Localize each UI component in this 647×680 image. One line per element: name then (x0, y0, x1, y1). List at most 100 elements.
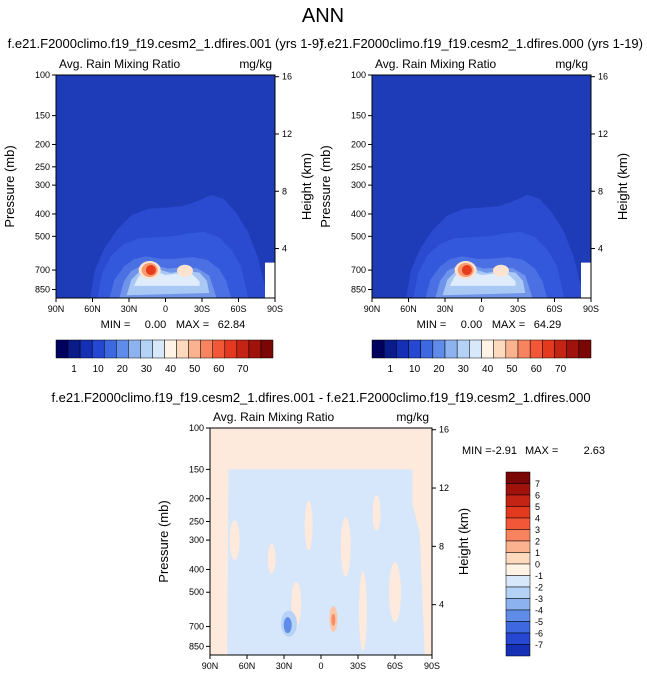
colorbar-swatch (505, 471, 531, 484)
colorbar-swatch (224, 339, 238, 359)
panel-title: f.e21.F2000climo.f19_f19.cesm2_1.dfires.… (8, 36, 324, 51)
colorbar-swatch (408, 339, 421, 359)
colorbar-swatch (176, 339, 189, 359)
contour-30 (176, 264, 193, 277)
x-tick-label: 60S (230, 304, 246, 314)
height-tick-label: 12 (282, 129, 292, 139)
y-tick-label: 850 (351, 285, 366, 295)
colorbar-swatch (505, 598, 531, 611)
x-tick-label: 30N (121, 304, 138, 314)
x-tick-label: 60N (239, 661, 256, 671)
x-tick-label: 30S (194, 304, 210, 314)
colorbar-label: 70 (555, 364, 567, 375)
colorbar-swatch (164, 339, 177, 359)
height-tick-label: 4 (282, 244, 287, 254)
contour-pos-0 (372, 494, 381, 531)
colorbar-label: 30 (141, 364, 153, 375)
colorbar-swatch (396, 339, 409, 359)
max-label: MAX = (525, 445, 558, 457)
contour-neg-0 (227, 469, 425, 655)
y-axis-label: Pressure (mb) (156, 500, 171, 582)
variable-label: Avg. Rain Mixing Ratio (213, 410, 334, 424)
contour-pos-0 (304, 500, 313, 551)
y-axis-label: Pressure (mb) (2, 145, 17, 227)
variable-label: Avg. Rain Mixing Ratio (375, 57, 496, 71)
contour-field (372, 75, 591, 298)
contour-pos-0 (340, 516, 351, 577)
colorbar-label: 60 (531, 364, 543, 375)
height-tick-label: 12 (598, 129, 608, 139)
colorbar-swatch (505, 621, 531, 634)
y-tick-label: 150 (35, 111, 50, 121)
colorbar-swatch (469, 339, 482, 359)
min-value: 0.00 (145, 319, 166, 331)
colorbar-label: 6 (535, 491, 540, 501)
colorbar-swatch (128, 339, 141, 359)
colorbar-label: 7 (535, 479, 540, 489)
colorbar-swatch (383, 339, 397, 359)
colorbar-swatch (55, 339, 69, 359)
colorbar-swatch (505, 586, 531, 599)
x-tick-label: 30N (437, 304, 454, 314)
units-label: mg/kg (555, 57, 588, 71)
contour-60 (145, 265, 156, 276)
height-tick-label: 8 (439, 541, 444, 551)
y-tick-label: 700 (189, 622, 204, 632)
y-tick-label: 200 (351, 139, 366, 149)
colorbar-swatch (79, 339, 93, 359)
colorbar-label: 40 (165, 364, 177, 375)
colorbar-swatch (505, 506, 531, 519)
colorbar-label: 40 (482, 364, 494, 375)
colorbar-label: 10 (409, 364, 421, 375)
y-tick-label: 200 (189, 494, 204, 504)
y-tick-label: 100 (35, 70, 50, 80)
height-tick-label: 16 (598, 72, 608, 82)
y-tick-label: 500 (189, 587, 204, 597)
x-tick-label: 60N (400, 304, 417, 314)
x-tick-label: 90S (583, 304, 599, 314)
colorbar-swatch (432, 339, 446, 359)
colorbar-swatch (91, 339, 105, 359)
min-label: MIN = (462, 445, 492, 457)
colorbar-swatch (505, 529, 531, 542)
colorbar-swatch (505, 494, 531, 507)
panel-title: f.e21.F2000climo.f19_f19.cesm2_1.dfires.… (320, 36, 643, 51)
colorbar-swatch (529, 339, 543, 359)
y-tick-label: 300 (189, 535, 204, 545)
y-tick-label: 250 (189, 516, 204, 526)
y-tick-label: 700 (351, 265, 366, 275)
colorbar-swatch (152, 339, 165, 359)
height-tick-label: 12 (439, 483, 449, 493)
min-label: MIN = (417, 319, 447, 331)
contour-field (56, 75, 275, 298)
colorbar-swatch (481, 339, 494, 359)
colorbar-swatch (505, 540, 531, 553)
y-tick-label: 250 (35, 162, 50, 172)
colorbar-swatch (236, 339, 250, 359)
height-tick-label: 4 (598, 244, 603, 254)
height-tick-label: 16 (282, 72, 292, 82)
colorbar-label: 50 (506, 364, 518, 375)
contour-pos-2 (331, 613, 336, 626)
colorbar-swatch (566, 339, 580, 359)
y-axis-label-right: Height (km) (615, 153, 630, 220)
y-axis-label-right: Height (km) (456, 508, 471, 575)
y-tick-label: 150 (351, 111, 366, 121)
colorbar-label: 30 (458, 364, 470, 375)
colorbar-swatch (116, 339, 129, 359)
x-tick-label: 90N (202, 661, 219, 671)
height-tick-label: 16 (439, 425, 449, 435)
height-tick-label: 8 (598, 186, 603, 196)
colorbar-swatch (493, 339, 507, 359)
colorbar-swatch (505, 563, 531, 576)
y-tick-label: 100 (351, 70, 366, 80)
max-value: 2.63 (584, 445, 605, 457)
contour-60 (461, 265, 472, 276)
colorbar-label: 0 (535, 560, 540, 570)
colorbar-swatch (505, 517, 531, 530)
colorbar-swatch (371, 339, 385, 359)
y-tick-label: 400 (351, 209, 366, 219)
x-tick-label: 90N (48, 304, 65, 314)
colorbar-difference: 7 65 43 21 0-1 -2-3 -4-5 -6-7 (505, 471, 543, 657)
panel-title: f.e21.F2000climo.f19_f19.cesm2_1.dfires.… (51, 390, 590, 405)
